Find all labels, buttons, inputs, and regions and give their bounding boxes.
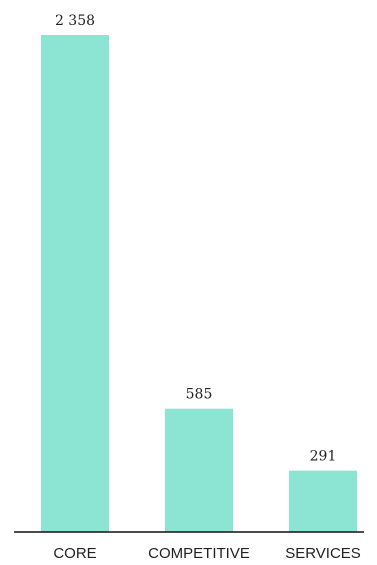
bar-services <box>289 470 357 532</box>
category-labels-layer: CORE COMPETITIVE SERVICES <box>53 545 360 562</box>
category-label-competitive: COMPETITIVE <box>148 545 250 562</box>
category-label-services: SERVICES <box>285 545 361 562</box>
value-labels-layer: 2 358 585 291 <box>55 13 336 465</box>
category-label-core: CORE <box>53 545 96 562</box>
bar-core <box>41 35 109 532</box>
value-label-competitive: 585 <box>186 387 213 403</box>
value-label-services: 291 <box>310 449 337 465</box>
bars-layer <box>41 35 357 532</box>
value-label-core: 2 358 <box>55 13 95 29</box>
bar-competitive <box>165 408 233 532</box>
